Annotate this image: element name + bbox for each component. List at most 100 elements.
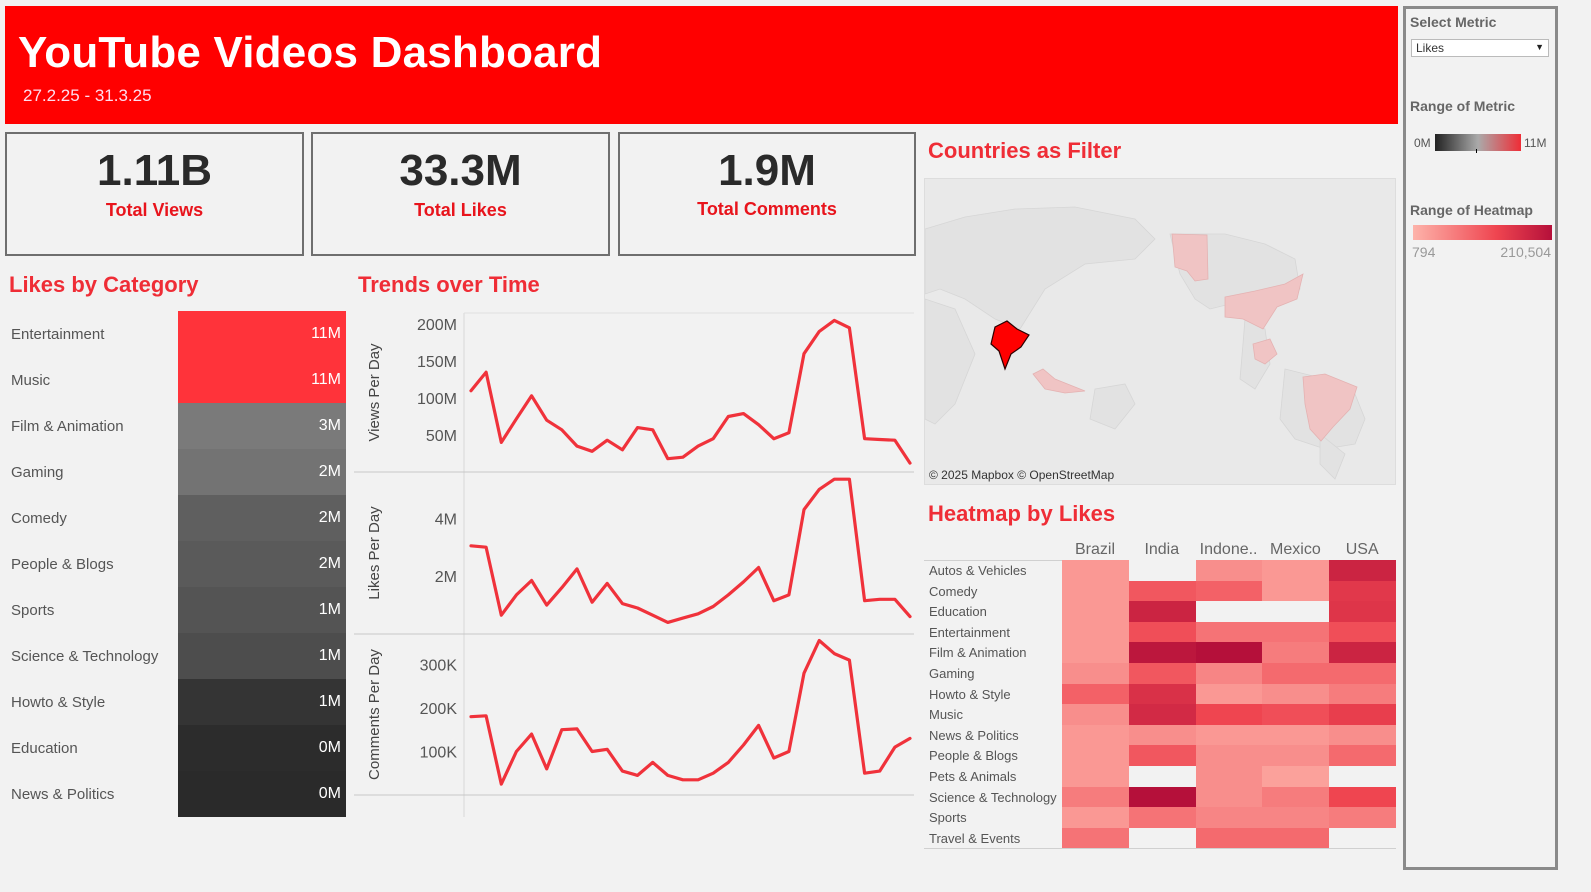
heatmap-cell[interactable] xyxy=(1128,766,1197,788)
heatmap-cell[interactable] xyxy=(1062,580,1130,602)
heatmap-cell[interactable] xyxy=(1329,642,1397,664)
heatmap-cell[interactable] xyxy=(1329,704,1397,726)
heatmap-row-label: Travel & Events xyxy=(929,830,1021,846)
category-bar[interactable] xyxy=(178,357,346,403)
heatmap-cell[interactable] xyxy=(1329,601,1397,623)
heatmap-cell[interactable] xyxy=(1329,807,1397,829)
heatmap-cell[interactable] xyxy=(1062,724,1130,746)
heatmap-cell[interactable] xyxy=(1062,663,1130,685)
heatmap-cell[interactable] xyxy=(1195,560,1263,582)
heatmap-column-label: Mexico xyxy=(1270,541,1321,558)
heatmap-cell[interactable] xyxy=(1329,580,1397,602)
heatmap-cell[interactable] xyxy=(1128,745,1197,767)
heatmap-cell[interactable] xyxy=(1195,683,1263,705)
heatmap-cell[interactable] xyxy=(1062,704,1130,726)
heatmap-cell[interactable] xyxy=(1329,745,1397,767)
y-tick-label: 200K xyxy=(420,701,458,718)
category-label: Entertainment xyxy=(11,326,105,343)
heatmap-cell[interactable] xyxy=(1062,621,1130,643)
category-bar[interactable] xyxy=(178,449,346,495)
heatmap-cell[interactable] xyxy=(1195,807,1263,829)
heatmap-cell[interactable] xyxy=(1128,621,1197,643)
heatmap-cell[interactable] xyxy=(1128,827,1197,849)
category-value-label: 1M xyxy=(318,601,341,618)
heatmap-cell[interactable] xyxy=(1128,560,1197,582)
heatmap-cell[interactable] xyxy=(1128,786,1197,808)
heatmap-cell[interactable] xyxy=(1329,560,1397,582)
heatmap-cell[interactable] xyxy=(1262,724,1330,746)
heatmap-cell[interactable] xyxy=(1262,621,1330,643)
heatmap-cell[interactable] xyxy=(1062,827,1130,849)
heatmap-cell[interactable] xyxy=(1128,642,1197,664)
heatmap-cell[interactable] xyxy=(1062,683,1130,705)
range-metric-marker xyxy=(1476,149,1477,153)
heatmap-cell[interactable] xyxy=(1128,683,1197,705)
heatmap-cell[interactable] xyxy=(1262,807,1330,829)
category-bar[interactable] xyxy=(178,495,346,541)
heatmap-cell[interactable] xyxy=(1195,704,1263,726)
heatmap-cell[interactable] xyxy=(1195,601,1263,623)
heatmap-cell[interactable] xyxy=(1195,745,1263,767)
heatmap-cell[interactable] xyxy=(1062,642,1130,664)
heatmap-cell[interactable] xyxy=(1128,704,1197,726)
category-bar[interactable] xyxy=(178,679,346,725)
category-bar[interactable] xyxy=(178,633,346,679)
heatmap-cell[interactable] xyxy=(1262,683,1330,705)
india-region[interactable] xyxy=(990,320,1030,371)
category-value-label: 3M xyxy=(318,417,341,434)
trends-title: Trends over Time xyxy=(358,272,540,297)
heatmap-cell[interactable] xyxy=(1062,745,1130,767)
heatmap-cell[interactable] xyxy=(1329,663,1397,685)
heatmap-cell[interactable] xyxy=(1262,601,1330,623)
heatmap-cell[interactable] xyxy=(1062,807,1130,829)
heatmap-cell[interactable] xyxy=(1329,683,1397,705)
heatmap-cell[interactable] xyxy=(1329,766,1397,788)
heatmap-cell[interactable] xyxy=(1128,807,1197,829)
filter-sidebar: Select Metric Likes ▼ Range of Metric 0M… xyxy=(1403,6,1558,870)
heatmap-cell[interactable] xyxy=(1262,560,1330,582)
heatmap-cell[interactable] xyxy=(1062,560,1130,582)
heatmap-cell[interactable] xyxy=(1329,621,1397,643)
heatmap-cell[interactable] xyxy=(1195,724,1263,746)
category-bar[interactable] xyxy=(178,771,346,817)
heatmap-cell[interactable] xyxy=(1262,827,1330,849)
heatmap-cell[interactable] xyxy=(1262,786,1330,808)
heatmap-cell[interactable] xyxy=(1262,745,1330,767)
category-label: News & Politics xyxy=(11,786,115,803)
heatmap-cell[interactable] xyxy=(1195,786,1263,808)
world-map xyxy=(925,206,1366,480)
category-bar[interactable] xyxy=(178,311,346,357)
heatmap-cell[interactable] xyxy=(1195,621,1263,643)
heatmap-cell[interactable] xyxy=(1128,663,1197,685)
heatmap-cell[interactable] xyxy=(1195,642,1263,664)
category-bar[interactable] xyxy=(178,541,346,587)
heatmap-cell[interactable] xyxy=(1329,724,1397,746)
countries-map[interactable] xyxy=(924,178,1396,485)
category-bar[interactable] xyxy=(178,403,346,449)
heatmap-cell[interactable] xyxy=(1128,601,1197,623)
metric-dropdown[interactable]: Likes ▼ xyxy=(1411,39,1549,57)
heatmap-cell[interactable] xyxy=(1329,786,1397,808)
category-bar[interactable] xyxy=(178,587,346,633)
heatmap-title: Heatmap by Likes xyxy=(928,501,1116,526)
heatmap-cell[interactable] xyxy=(1128,580,1197,602)
heatmap-cell[interactable] xyxy=(1262,580,1330,602)
heatmap-cell[interactable] xyxy=(1262,704,1330,726)
heatmap-cell[interactable] xyxy=(1195,580,1263,602)
category-bar[interactable] xyxy=(178,725,346,771)
heatmap-cell[interactable] xyxy=(1062,766,1130,788)
heatmap-cell[interactable] xyxy=(1195,663,1263,685)
heatmap-cell[interactable] xyxy=(1062,786,1130,808)
heatmap-cell[interactable] xyxy=(1062,601,1130,623)
heatmap-cell[interactable] xyxy=(1195,766,1263,788)
heatmap-cell[interactable] xyxy=(1195,827,1263,849)
kpi-label: Total Views xyxy=(105,200,204,220)
heatmap-column-label: Brazil xyxy=(1074,541,1115,558)
kpi-value: 1.11B xyxy=(97,146,212,195)
heatmap-cell[interactable] xyxy=(1262,766,1330,788)
heatmap-cell[interactable] xyxy=(1128,724,1197,746)
heatmap-cell[interactable] xyxy=(1329,827,1397,849)
category-value-label: 2M xyxy=(318,509,341,526)
heatmap-cell[interactable] xyxy=(1262,663,1330,685)
heatmap-cell[interactable] xyxy=(1262,642,1330,664)
